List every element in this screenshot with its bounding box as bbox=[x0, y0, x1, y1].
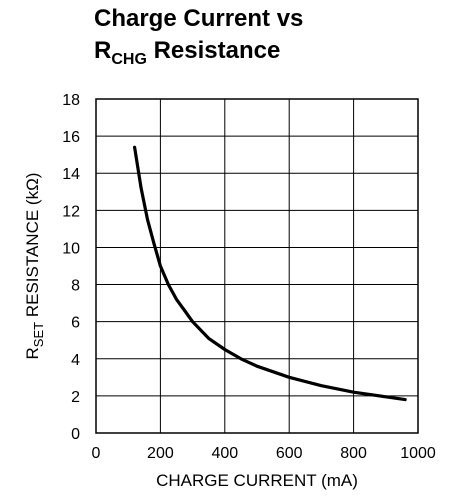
chart-title-suffix: Resistance bbox=[146, 37, 281, 64]
y-axis-ticks: 0 2 4 6 8 10 12 14 16 18 bbox=[62, 92, 80, 443]
grid-lines bbox=[95, 98, 419, 434]
y-tick-label: 0 bbox=[71, 426, 80, 443]
y-tick-label: 10 bbox=[62, 240, 80, 257]
x-tick-label: 1000 bbox=[400, 445, 436, 462]
y-tick-label: 4 bbox=[71, 352, 80, 369]
x-tick-label: 200 bbox=[147, 445, 174, 462]
y-tick-label: 2 bbox=[71, 389, 80, 406]
y-tick-label: 12 bbox=[62, 203, 80, 220]
series-line bbox=[133, 145, 407, 402]
plot-frame bbox=[95, 98, 419, 434]
y-tick-label: 14 bbox=[62, 166, 80, 183]
x-axis-ticks: 0 200 400 600 800 1000 bbox=[92, 445, 436, 462]
x-tick-label: 800 bbox=[340, 445, 367, 462]
chart-title-subscript: CHG bbox=[111, 51, 147, 68]
x-axis-label: CHARGE CURRENT (mA) bbox=[156, 471, 358, 490]
y-axis-label: RSET RESISTANCE (kΩ) bbox=[23, 173, 46, 360]
x-tick-label: 400 bbox=[211, 445, 238, 462]
chart-title-line-2: RCHG Resistance bbox=[94, 36, 424, 69]
y-tick-label: 18 bbox=[62, 92, 80, 109]
y-tick-label: 16 bbox=[62, 129, 80, 146]
y-axis-label-suffix: RESISTANCE (kΩ) bbox=[23, 173, 42, 322]
y-axis-label-r: R bbox=[23, 347, 42, 359]
chart-title-line-1: Charge Current vs bbox=[94, 4, 424, 34]
y-axis-label-subscript: SET bbox=[31, 322, 46, 347]
y-tick-label: 8 bbox=[71, 278, 80, 295]
chart-title-r: R bbox=[94, 37, 112, 64]
y-tick-label: 6 bbox=[71, 315, 80, 332]
x-tick-label: 600 bbox=[276, 445, 303, 462]
data-series bbox=[133, 145, 407, 402]
x-tick-label: 0 bbox=[92, 445, 101, 462]
chart-title-text: Charge Current vs bbox=[94, 5, 304, 32]
